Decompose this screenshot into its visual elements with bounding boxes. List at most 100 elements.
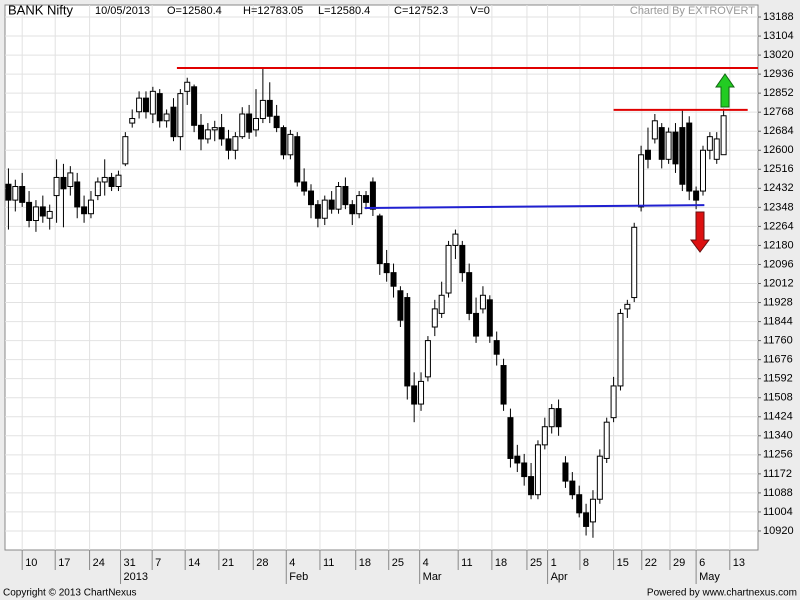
y-tick-label: 12936 [763, 68, 794, 80]
candle-body [713, 138, 720, 160]
y-tick-label: 12348 [763, 201, 794, 213]
candle-body [424, 340, 431, 378]
candle-body [218, 127, 225, 140]
candle-body [191, 86, 198, 126]
x-tick-label: 6 [699, 557, 705, 569]
candle-body [94, 181, 101, 197]
y-tick-label: 11508 [763, 392, 793, 404]
candle-body [136, 97, 143, 113]
candle-body [39, 206, 46, 217]
down-arrow [690, 211, 710, 253]
candle-body [26, 201, 33, 222]
candle-body [239, 113, 246, 138]
candle-body [280, 127, 287, 156]
y-tick-label: 11676 [763, 354, 793, 366]
close-label: C=12752.3 [394, 5, 448, 17]
candle-body [204, 129, 211, 140]
y-tick-label: 12516 [763, 163, 794, 175]
candle-body [693, 190, 700, 201]
candle-body [383, 263, 390, 274]
candle-body [528, 476, 535, 496]
candle-body [129, 118, 136, 124]
x-tick-label: 24 [93, 557, 105, 569]
candle-body [706, 136, 713, 151]
y-tick-label: 11088 [763, 487, 793, 499]
candle-body [679, 127, 686, 185]
plot-area [4, 4, 759, 551]
candle-body [720, 115, 727, 156]
candle-body [699, 149, 706, 192]
candle-body [197, 124, 204, 140]
y-tick-label: 13188 [763, 11, 794, 23]
candle-body [122, 136, 129, 165]
candle-body [67, 172, 74, 188]
candle-body [555, 408, 562, 428]
candle-body [418, 380, 425, 405]
candle-body [576, 494, 583, 514]
y-tick-label: 12852 [763, 87, 794, 99]
x-tick-label: 4 [423, 557, 429, 569]
candle-body [411, 385, 418, 405]
candle-body [60, 176, 67, 190]
candle-body [87, 199, 94, 215]
x-tick-label: 18 [495, 557, 507, 569]
y-tick-label: 11844 [763, 315, 793, 327]
candle-body [356, 195, 363, 215]
candle-body [142, 97, 149, 113]
candle-body [631, 226, 638, 299]
candle-body [658, 127, 665, 160]
candle-body [314, 204, 321, 219]
candle-body [225, 138, 232, 151]
candle-body [466, 272, 473, 314]
x-tick-label: 31 [124, 557, 136, 569]
candle-body [507, 417, 514, 459]
y-tick-label: 12012 [763, 277, 794, 289]
candle-body [603, 421, 610, 459]
candle-body [273, 115, 280, 129]
x-tick-label: 1 [551, 557, 557, 569]
month-label: May [699, 571, 720, 583]
month-label: Feb [289, 571, 308, 583]
candle-body [211, 127, 218, 131]
y-tick-label: 12432 [763, 182, 794, 194]
candle-body [46, 210, 53, 219]
candle-body [610, 385, 617, 419]
y-tick-label: 11340 [763, 430, 793, 442]
candle-body [438, 294, 445, 314]
candle-body [163, 113, 170, 122]
candle-body [259, 99, 266, 120]
x-tick-label: 4 [289, 557, 295, 569]
open-label: O=12580.4 [167, 5, 222, 17]
low-label: L=12580.4 [318, 5, 370, 17]
candle-body [349, 204, 356, 215]
candle-body [376, 215, 383, 265]
candle-body [562, 462, 569, 482]
x-tick-label: 14 [188, 557, 200, 569]
x-tick-label: 21 [222, 557, 234, 569]
candle-body [266, 99, 273, 117]
candle-body [74, 181, 81, 208]
candle-body [617, 312, 624, 387]
up-arrow [715, 73, 735, 108]
x-tick-label: 11 [323, 557, 334, 569]
copyright: Copyright © 2013 ChartNexus [3, 588, 137, 599]
candle-body [521, 462, 528, 478]
x-tick-label: 11 [461, 557, 472, 569]
y-tick-label: 11592 [763, 373, 793, 385]
candle-body [246, 113, 253, 133]
y-tick-label: 10920 [763, 525, 794, 537]
candle-body [452, 233, 459, 246]
candle-body [335, 186, 342, 210]
candle-body [638, 154, 645, 208]
candle-body [548, 408, 555, 428]
candle-body [19, 186, 26, 203]
y-tick-label: 11256 [763, 449, 793, 461]
y-tick-label: 12180 [763, 239, 794, 251]
symbol: BANK Nifty [8, 2, 74, 17]
candle-body [232, 136, 239, 151]
candle-body [500, 365, 507, 405]
x-tick-label: 10 [25, 557, 37, 569]
y-tick-label: 12600 [763, 144, 794, 156]
powered-by: Powered by www.chartnexus.com [647, 588, 797, 599]
